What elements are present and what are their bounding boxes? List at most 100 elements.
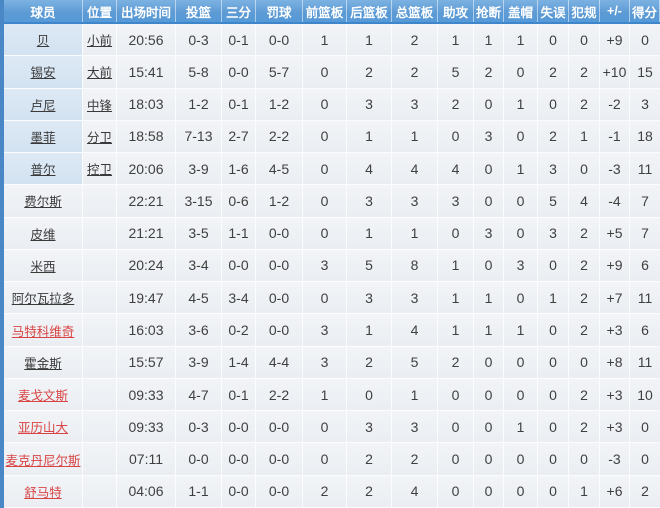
stat-cell-pts: 2 xyxy=(630,475,660,508)
stat-cell-pf: 0 xyxy=(569,346,600,379)
stat-cell-stl: 0 xyxy=(474,88,504,121)
player-name-link[interactable]: 普尔 xyxy=(4,153,83,186)
table-row: 霍金斯 15:57 3-9 1-4 4-4 3 2 5 2 0 0 0 0 +8 11 xyxy=(4,346,660,379)
player-position-link xyxy=(83,443,117,476)
stat-cell-pf: 0 xyxy=(569,443,600,476)
player-position-link[interactable]: 中锋 xyxy=(83,88,117,121)
stat-cell-pts: 0 xyxy=(630,411,660,444)
table-row: 卢尼 中锋 18:03 1-2 0-1 1-2 0 3 3 2 0 1 0 2 -2 3 xyxy=(4,88,660,121)
stat-cell-ast: 0 xyxy=(438,120,474,154)
stat-cell-blk: 1 xyxy=(504,314,538,347)
stat-cell-time: 16:03 xyxy=(117,314,176,347)
stat-cell-time: 18:58 xyxy=(117,120,176,154)
stat-cell-oreb: 3 xyxy=(303,249,347,283)
stat-cell-treb: 2 xyxy=(392,24,438,57)
stat-cell-pts: 11 xyxy=(630,346,660,379)
stat-cell-to: 0 xyxy=(538,411,569,444)
player-position-link xyxy=(83,249,117,283)
player-name-link[interactable]: 阿尔瓦拉多 xyxy=(4,282,83,315)
stat-cell-to: 0 xyxy=(538,24,569,57)
stat-cell-three: 0-0 xyxy=(222,56,256,89)
player-position-link xyxy=(83,217,117,250)
player-name-link[interactable]: 米西 xyxy=(4,249,83,283)
stat-cell-fg: 0-3 xyxy=(176,411,222,444)
stat-cell-fg: 5-8 xyxy=(176,56,222,89)
player-name-link[interactable]: 墨菲 xyxy=(4,120,83,154)
player-position-link[interactable]: 小前 xyxy=(83,24,117,57)
column-header-pm: +/- xyxy=(600,0,630,22)
column-header-ft: 罚球 xyxy=(256,0,303,22)
stat-cell-dreb: 2 xyxy=(347,443,392,476)
column-header-three: 三分 xyxy=(222,0,256,22)
player-position-link[interactable]: 大前 xyxy=(83,56,117,89)
stat-cell-pts: 6 xyxy=(630,249,660,283)
stat-cell-dreb: 3 xyxy=(347,411,392,444)
stat-cell-ft: 0-0 xyxy=(256,24,303,57)
stat-cell-stl: 0 xyxy=(474,249,504,283)
player-name-link[interactable]: 麦戈文斯 xyxy=(4,378,83,412)
stat-cell-fg: 1-2 xyxy=(176,88,222,121)
stat-cell-blk: 0 xyxy=(504,120,538,154)
column-header-stl: 抢断 xyxy=(474,0,504,22)
player-position-link[interactable]: 分卫 xyxy=(83,120,117,154)
stat-cell-treb: 4 xyxy=(392,475,438,508)
stat-cell-blk: 0 xyxy=(504,56,538,89)
stat-cell-treb: 3 xyxy=(392,185,438,218)
stat-cell-stl: 0 xyxy=(474,153,504,186)
stat-cell-ast: 1 xyxy=(438,282,474,315)
stat-cell-blk: 0 xyxy=(504,185,538,218)
stat-cell-three: 0-1 xyxy=(222,378,256,412)
stat-cell-three: 1-4 xyxy=(222,346,256,379)
stat-cell-pts: 11 xyxy=(630,153,660,186)
player-position-link[interactable]: 控卫 xyxy=(83,153,117,186)
stat-cell-to: 3 xyxy=(538,153,569,186)
stat-cell-fg: 1-1 xyxy=(176,475,222,508)
stat-cell-three: 3-4 xyxy=(222,282,256,315)
player-name-link[interactable]: 皮维 xyxy=(4,217,83,250)
stat-cell-fg: 3-6 xyxy=(176,314,222,347)
stat-cell-ft: 2-2 xyxy=(256,378,303,412)
stat-cell-pm: +3 xyxy=(600,314,630,347)
stat-cell-time: 15:41 xyxy=(117,56,176,89)
stat-cell-pm: +3 xyxy=(600,411,630,444)
player-name-link[interactable]: 马特科维奇 xyxy=(4,314,83,347)
player-name-link[interactable]: 贝 xyxy=(4,24,83,57)
stat-cell-oreb: 0 xyxy=(303,56,347,89)
stat-cell-fg: 3-9 xyxy=(176,346,222,379)
player-name-link[interactable]: 舒马特 xyxy=(4,475,83,508)
stat-cell-pm: +9 xyxy=(600,249,630,283)
stat-cell-ast: 0 xyxy=(438,378,474,412)
stat-cell-dreb: 3 xyxy=(347,88,392,121)
stat-cell-to: 2 xyxy=(538,120,569,154)
stat-cell-three: 1-6 xyxy=(222,153,256,186)
stat-cell-dreb: 1 xyxy=(347,217,392,250)
table-row: 锡安 大前 15:41 5-8 0-0 5-7 0 2 2 5 2 0 2 2 +10 15 xyxy=(4,56,660,89)
player-name-link[interactable]: 亚历山大 xyxy=(4,411,83,444)
stat-cell-dreb: 1 xyxy=(347,120,392,154)
stat-cell-oreb: 0 xyxy=(303,443,347,476)
stat-cell-three: 0-1 xyxy=(222,88,256,121)
stat-cell-blk: 0 xyxy=(504,378,538,412)
stat-cell-dreb: 2 xyxy=(347,346,392,379)
stat-cell-ast: 3 xyxy=(438,185,474,218)
player-name-link[interactable]: 费尔斯 xyxy=(4,185,83,218)
stat-cell-time: 22:21 xyxy=(117,185,176,218)
stat-cell-fg: 0-0 xyxy=(176,443,222,476)
stat-cell-blk: 1 xyxy=(504,153,538,186)
stat-cell-stl: 0 xyxy=(474,411,504,444)
stat-cell-pts: 0 xyxy=(630,24,660,57)
stat-cell-three: 0-2 xyxy=(222,314,256,347)
stat-cell-dreb: 0 xyxy=(347,378,392,412)
player-name-link[interactable]: 霍金斯 xyxy=(4,346,83,379)
player-name-link[interactable]: 麦克丹尼尔斯 xyxy=(4,443,83,476)
player-name-link[interactable]: 锡安 xyxy=(4,56,83,89)
stat-cell-pf: 4 xyxy=(569,185,600,218)
stat-cell-ast: 1 xyxy=(438,24,474,57)
stat-cell-stl: 1 xyxy=(474,282,504,315)
table-row: 亚历山大 09:33 0-3 0-0 0-0 0 3 3 0 0 1 0 2 +3 0 xyxy=(4,411,660,444)
player-name-link[interactable]: 卢尼 xyxy=(4,88,83,121)
stat-cell-dreb: 5 xyxy=(347,249,392,283)
stat-cell-treb: 1 xyxy=(392,120,438,154)
stat-cell-pm: -1 xyxy=(600,120,630,154)
